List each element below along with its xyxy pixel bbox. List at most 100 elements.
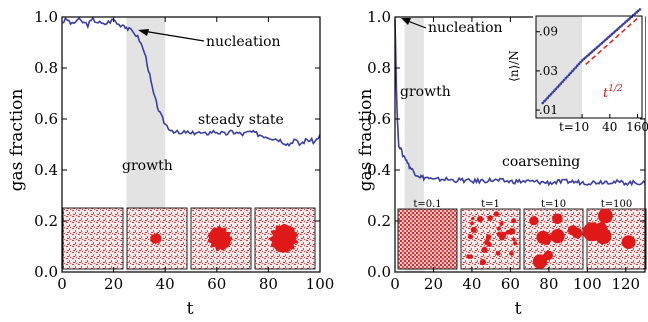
gas-cluster: [582, 222, 602, 242]
inset-point: [549, 92, 553, 96]
inset-point: [612, 31, 615, 35]
gas-cluster: [532, 254, 548, 269]
gas-cluster: [150, 232, 162, 245]
gas-cluster: [542, 233, 552, 244]
inset-point: [559, 82, 563, 85]
y-tick-label: 0.6: [34, 110, 58, 128]
fit-label-exponent: 1/2: [608, 84, 623, 94]
inset-point: [541, 101, 544, 105]
gas-cluster: [495, 250, 501, 256]
right-panel: t=0.1 t=1 t=10 t=100 0 20 40 60 80 100 1200.00.20…: [356, 8, 648, 319]
y-tick-label: 0.8: [367, 59, 391, 77]
gas-cluster: [470, 226, 477, 233]
x-tick-label: 40: [156, 275, 175, 293]
y-tick-label: 1.0: [367, 8, 391, 26]
x-tick-label: 60: [207, 275, 226, 293]
snapshot-label: t=0.1: [413, 199, 441, 210]
y-tick-label: 0.4: [367, 161, 391, 179]
snapshot-2: [460, 208, 521, 270]
y-tick-label: 0.8: [34, 59, 58, 77]
snapshot-1: [397, 208, 458, 270]
x-tick-label: 60: [501, 275, 520, 293]
inset-point: [628, 16, 632, 20]
inset-point: [600, 41, 604, 45]
gas-cluster: [468, 254, 473, 259]
y-tick-label: 0.2: [367, 212, 391, 230]
snapshot-4: [582, 208, 647, 270]
x-tick-label: 20: [424, 275, 443, 293]
x-tick-label: 20: [104, 275, 123, 293]
annotation-growth: growth: [400, 84, 451, 100]
left-panel: 0 20 40 60 80 100 0.0 0.2 0.4 0.6 0.8 1.0 gas fract…: [7, 8, 334, 319]
gas-cluster: [467, 234, 474, 240]
inset-point: [546, 96, 549, 99]
inset-point: [584, 56, 587, 59]
inset-y-tick-label: .01: [539, 103, 558, 117]
annotation-growth: growth: [122, 158, 173, 174]
inset-point: [608, 34, 612, 37]
snapshot-3: [190, 207, 252, 270]
x-tick-label: 40: [462, 275, 481, 293]
snapshot-1: [62, 207, 124, 270]
annotation-coarsening: coarsening: [502, 154, 580, 170]
gas-cluster: [470, 221, 474, 226]
x-tick-label: 100: [573, 275, 602, 293]
inset-y-tick-label: .09: [539, 25, 558, 39]
gas-cluster: [481, 246, 488, 253]
fit-label-base: t: [603, 86, 609, 101]
inset-data-points: [541, 8, 642, 105]
snapshot-strip: t=0.1 t=1 t=10 t=100: [397, 199, 647, 270]
y-tick-label: 0.4: [34, 161, 58, 179]
annotation-steady-state: steady state: [198, 112, 284, 128]
inset-x-tick-label: 40: [602, 120, 617, 134]
gas-cluster: [207, 225, 233, 252]
inset-point: [625, 19, 628, 23]
inset-point: [553, 89, 556, 92]
gas-cluster: [552, 213, 563, 225]
inset-x-tick-label: 160: [626, 120, 648, 134]
x-tick-label: 80: [539, 275, 558, 293]
inset-point: [571, 69, 574, 73]
gas-cluster: [484, 239, 490, 246]
annotation-nucleation: nucleation: [428, 20, 503, 36]
inset-y-label: ⟨n⟩/N: [507, 50, 521, 82]
y-tick-label: 0.0: [34, 263, 58, 281]
inset-fit-label: t1/2: [603, 84, 623, 101]
inset-point: [543, 99, 546, 103]
inset-plot: t=10 40 160 .01 .03 .09 ⟨n⟩/N t1/2: [507, 8, 648, 134]
x-tick-label: 0: [390, 275, 400, 293]
snapshot-2: [126, 207, 188, 270]
gas-cluster: [621, 235, 636, 250]
gas-cluster: [479, 259, 486, 266]
snapshot-label: t=100: [601, 199, 632, 210]
gas-cluster: [500, 231, 507, 238]
gas-cluster: [511, 218, 517, 224]
gas-cluster: [476, 216, 484, 223]
inset-point: [574, 66, 577, 69]
gas-cluster: [598, 208, 613, 224]
inset-point: [551, 91, 554, 94]
y-axis-label: gas fraction: [7, 89, 27, 192]
inset-point: [590, 50, 594, 53]
gas-cluster: [550, 229, 565, 244]
inset-point: [548, 94, 551, 98]
snapshot-frame: [190, 207, 252, 270]
inset-y-tick-label: .03: [539, 64, 558, 78]
x-axis-label: t: [515, 299, 522, 319]
inset-point: [587, 53, 591, 56]
plot-frame: [394, 16, 646, 273]
x-tick-label: 80: [259, 275, 278, 293]
inset-x-tick-label: t=10: [559, 120, 589, 134]
inset-point: [561, 80, 564, 84]
snapshot-frame: [62, 207, 124, 270]
inset-point: [579, 60, 582, 64]
x-tick-label: 100: [306, 275, 335, 293]
y-tick-label: 0.0: [367, 263, 391, 281]
gas-cluster: [567, 225, 579, 236]
inset-point: [557, 84, 561, 87]
nucleation-arrowhead: [401, 18, 411, 25]
snapshot-4: [254, 207, 316, 270]
inset-fit-line: [585, 15, 641, 65]
snapshot-3: [523, 208, 584, 270]
